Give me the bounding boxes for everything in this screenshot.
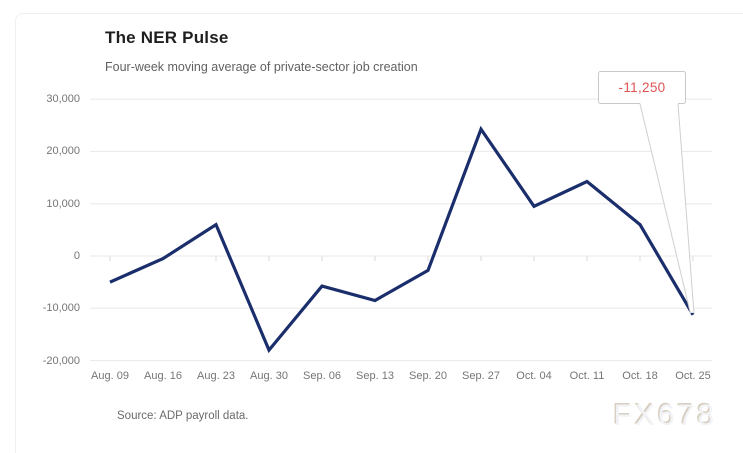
x-axis-label: Oct. 18 <box>622 370 658 382</box>
y-axis-label: 30,000 <box>46 93 80 106</box>
chart-title: The NER Pulse <box>105 28 229 47</box>
x-axis-label: Aug. 30 <box>250 370 288 382</box>
x-axis-label: Oct. 11 <box>569 370 605 382</box>
x-axis-label: Sep. 27 <box>462 370 500 382</box>
x-axis-label: Aug. 23 <box>197 370 235 382</box>
annotation-value-label: -11,250 <box>618 80 666 95</box>
x-axis-label: Oct. 25 <box>675 370 711 382</box>
x-axis-label: Sep. 06 <box>303 370 341 382</box>
x-axis-label: Sep. 13 <box>356 370 394 382</box>
chart-subtitle: Four-week moving average of private-sect… <box>105 60 418 74</box>
x-axis-label: Aug. 16 <box>144 370 182 382</box>
annotation-callout-left-line <box>639 103 691 314</box>
watermark: FX678 <box>613 399 717 432</box>
x-axis-label: Sep. 20 <box>409 370 447 382</box>
series-line <box>109 125 695 354</box>
x-axis-label: Oct. 04 <box>516 370 552 382</box>
x-axis-label: Aug. 09 <box>91 370 129 382</box>
y-axis-label: -20,000 <box>42 354 80 367</box>
y-axis-label: 10,000 <box>46 197 80 210</box>
y-axis-label: -10,000 <box>42 302 80 315</box>
source-note: Source: ADP payroll data. <box>117 410 249 422</box>
y-axis-label: 20,000 <box>46 145 80 158</box>
annotation-callout-right-line <box>677 103 695 314</box>
y-axis-label: 0 <box>73 250 80 262</box>
annotation-callout-fill <box>640 102 694 313</box>
